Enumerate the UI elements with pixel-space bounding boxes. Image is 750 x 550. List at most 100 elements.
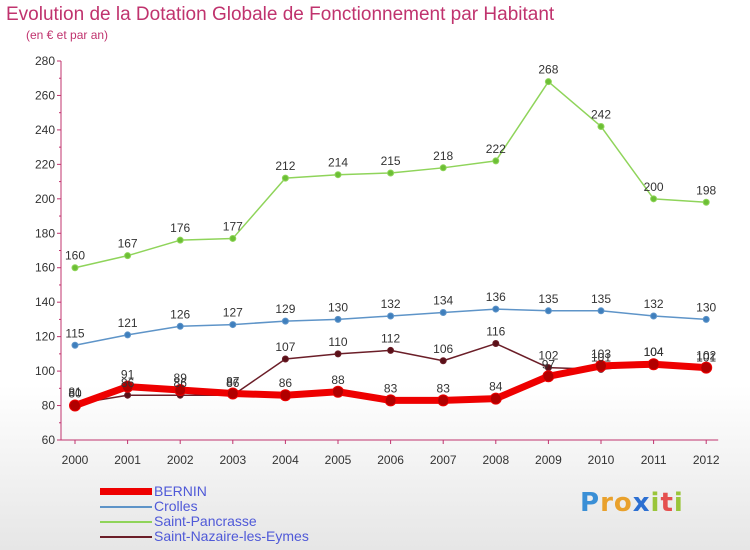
data-label-saint-nazaire-les-eymes: 116	[486, 325, 505, 339]
data-label-saint-nazaire-les-eymes: 110	[328, 335, 347, 349]
data-label-saint-pancrasse: 218	[433, 149, 453, 163]
logo-letter: t	[660, 488, 674, 518]
point-bernin	[69, 399, 81, 412]
data-label-crolles: 130	[696, 300, 716, 314]
point-saint-pancrasse	[334, 171, 342, 179]
point-crolles	[387, 312, 395, 320]
x-tick-label: 2012	[693, 453, 720, 467]
x-tick-label: 2004	[272, 453, 299, 467]
y-tick-label: 80	[42, 399, 56, 413]
data-label-saint-nazaire-les-eymes: 102	[538, 349, 558, 363]
point-bernin	[332, 385, 344, 398]
y-tick-label: 160	[35, 261, 55, 275]
data-label-bernin: 104	[644, 345, 664, 359]
point-saint-nazaire-les-eymes	[281, 355, 289, 363]
data-label-bernin: 103	[591, 347, 611, 361]
data-label-saint-nazaire-les-eymes: 86	[121, 376, 135, 390]
logo-letter: i	[650, 488, 661, 518]
legend-swatch-saint-pancrasse	[100, 521, 152, 523]
point-crolles	[334, 315, 342, 323]
logo-letter: o	[613, 488, 633, 518]
point-bernin	[384, 394, 397, 407]
y-tick-label: 240	[35, 123, 55, 137]
axes: 60 80 100 120 140 160 180 200 220 240 260 280 2000 20…	[35, 54, 720, 467]
x-tick-label: 2007	[430, 453, 457, 467]
point-crolles	[702, 315, 710, 323]
data-label-saint-pancrasse: 242	[591, 107, 611, 121]
data-label-crolles: 135	[591, 292, 611, 306]
point-saint-pancrasse	[439, 164, 447, 172]
y-tick-label: 180	[35, 226, 55, 240]
point-crolles	[544, 307, 552, 315]
data-label-crolles: 127	[223, 306, 243, 320]
point-crolles	[597, 307, 605, 315]
legend-swatch-crolles	[100, 506, 152, 508]
data-label-saint-pancrasse: 222	[486, 142, 506, 156]
point-saint-pancrasse	[71, 264, 79, 272]
point-crolles	[71, 341, 79, 349]
x-tick-label: 2000	[62, 453, 89, 467]
logo-letter: r	[600, 488, 614, 518]
point-crolles	[229, 321, 237, 329]
point-saint-pancrasse	[281, 174, 289, 182]
point-saint-pancrasse	[597, 122, 605, 130]
x-tick-label: 2006	[377, 453, 404, 467]
logo-letter: x	[632, 488, 651, 518]
data-label-crolles: 129	[275, 302, 295, 316]
point-bernin	[437, 394, 450, 407]
point-bernin	[542, 370, 555, 383]
y-tick-label: 140	[35, 295, 55, 309]
point-saint-pancrasse	[124, 252, 132, 260]
data-label-saint-nazaire-les-eymes: 86	[226, 376, 240, 390]
point-crolles	[650, 312, 658, 320]
data-label-bernin: 83	[384, 381, 398, 395]
data-label-bernin: 84	[489, 380, 503, 394]
data-label-bernin: 83	[437, 381, 451, 395]
x-tick-label: 2001	[114, 453, 141, 467]
x-tick-label: 2009	[535, 453, 562, 467]
legend-swatch-saint-nazaire	[100, 536, 152, 538]
legend-swatch-bernin	[100, 488, 152, 495]
point-crolles	[492, 305, 500, 313]
data-label-crolles: 115	[65, 326, 84, 340]
point-crolles	[439, 309, 447, 317]
logo-letter: P	[580, 488, 601, 518]
data-label-bernin: 91	[121, 368, 135, 382]
point-bernin	[121, 380, 134, 393]
point-saint-pancrasse	[387, 169, 395, 177]
data-label-bernin: 89	[174, 371, 188, 385]
point-saint-nazaire-les-eymes	[492, 340, 500, 348]
y-tick-label: 120	[35, 330, 55, 344]
data-label-crolles: 135	[538, 292, 558, 306]
data-label-crolles: 126	[170, 307, 190, 321]
point-bernin	[279, 389, 292, 402]
point-saint-pancrasse	[544, 78, 552, 86]
point-crolles	[176, 322, 184, 330]
point-crolles	[124, 331, 132, 339]
line-chart: 60 80 100 120 140 160 180 200 220 240 260 280 2000 20…	[35, 54, 720, 467]
data-label-crolles: 121	[118, 316, 138, 330]
point-saint-pancrasse	[650, 195, 658, 203]
data-label-bernin: 88	[331, 373, 345, 387]
data-label-saint-nazaire-les-eymes: 112	[381, 331, 400, 345]
data-label-saint-pancrasse: 215	[381, 154, 401, 168]
legend-label-crolles: Crolles	[154, 498, 198, 514]
point-bernin	[595, 359, 607, 372]
data-label-crolles: 130	[328, 300, 348, 314]
data-label-saint-pancrasse: 214	[328, 156, 348, 170]
point-saint-pancrasse	[176, 236, 184, 244]
data-label-crolles: 132	[381, 297, 401, 311]
logo-letter: i	[673, 488, 684, 518]
data-label-saint-pancrasse: 160	[65, 249, 85, 263]
data-label-bernin: 97	[542, 357, 556, 371]
x-tick-label: 2008	[482, 453, 509, 467]
data-label-saint-nazaire-les-eymes: 106	[433, 342, 453, 356]
chart-subtitle: (en € et par an)	[26, 28, 109, 42]
data-label-bernin: 80	[68, 387, 82, 401]
point-saint-pancrasse	[492, 157, 500, 165]
data-label-saint-nazaire-les-eymes: 101	[591, 350, 611, 364]
data-label-bernin: 86	[279, 376, 293, 390]
data-label-bernin: 102	[696, 349, 716, 363]
data-label-saint-pancrasse: 167	[118, 237, 138, 251]
